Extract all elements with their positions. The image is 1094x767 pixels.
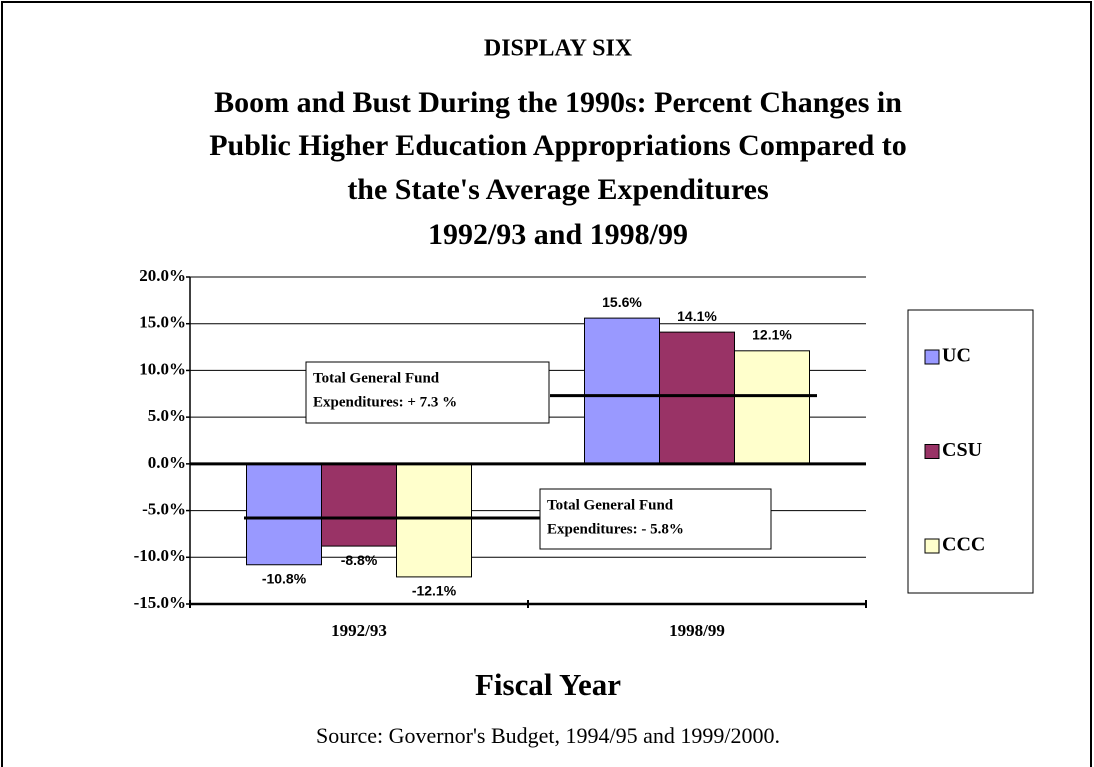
chart-title: 1992/93 and 1998/99 <box>428 218 688 251</box>
legend-label: UC <box>942 345 971 367</box>
annotation-box <box>539 488 772 550</box>
data-label: -8.8% <box>341 552 378 568</box>
source: Source: Governor's Budget, 1994/95 and 1… <box>316 723 780 748</box>
annotation-text: Expenditures: + 7.3 % <box>313 394 457 410</box>
supertitle: DISPLAY SIX <box>484 36 633 62</box>
chart-title: the State's Average Expenditures <box>347 173 768 206</box>
bar <box>246 463 322 566</box>
y-tick-label: -15.0% <box>134 593 186 612</box>
y-tick-label: 15.0% <box>139 313 186 332</box>
chart-title: Public Higher Education Appropriations C… <box>209 129 907 162</box>
data-label: -12.1% <box>412 583 457 599</box>
legend-label: CCC <box>942 534 985 556</box>
data-label: -10.8% <box>262 570 307 586</box>
annotation-box <box>305 361 550 424</box>
y-tick-label: 10.0% <box>139 359 186 378</box>
y-tick-label: 5.0% <box>148 406 186 425</box>
y-tick-label: -5.0% <box>142 499 186 518</box>
y-tick-label: 20.0% <box>139 266 186 285</box>
data-label: 15.6% <box>602 294 642 310</box>
bar <box>734 350 810 465</box>
legend-swatch <box>924 444 940 459</box>
y-tick-label: -10.0% <box>134 546 186 565</box>
legend-swatch <box>924 349 940 365</box>
legend-swatch <box>924 538 940 554</box>
data-label: 14.1% <box>677 308 717 324</box>
annotation-text: Total General Fund <box>313 370 440 386</box>
bar <box>396 463 472 578</box>
x-tick-label: 1998/99 <box>669 621 725 640</box>
legend-label: CSU <box>942 439 982 461</box>
y-tick-label: 0.0% <box>148 453 186 472</box>
x-tick-label: 1992/93 <box>331 621 387 640</box>
bar <box>321 463 397 547</box>
data-label: 12.1% <box>752 327 792 343</box>
bar <box>659 331 735 465</box>
chart-title: Boom and Bust During the 1990s: Percent … <box>214 86 902 119</box>
annotation-text: Expenditures: - 5.8% <box>547 521 684 537</box>
annotation-text: Total General Fund <box>547 497 674 513</box>
bar <box>584 317 660 465</box>
x-axis-title: Fiscal Year <box>475 667 621 702</box>
